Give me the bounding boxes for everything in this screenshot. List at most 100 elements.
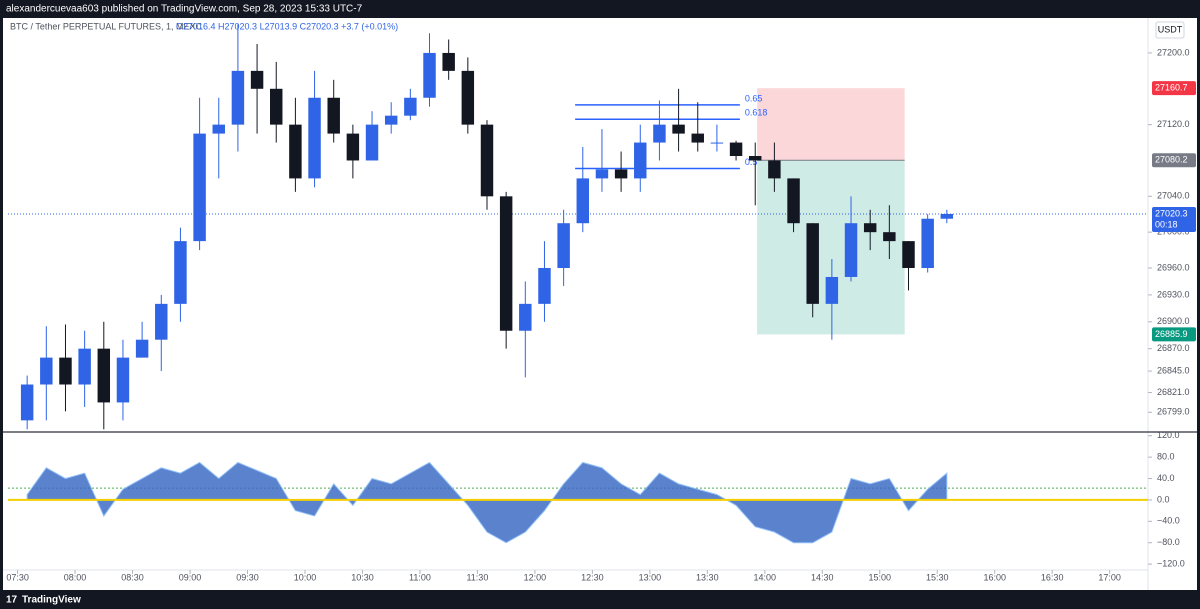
candle-body	[231, 70, 245, 125]
x-tick-label: 13:00	[639, 572, 662, 582]
candle-body	[116, 357, 130, 403]
ohlc-legend: O27016.4 H27020.3 L27013.9 C27020.3 +3.7…	[176, 21, 398, 31]
x-tick-label: 10:30	[351, 572, 374, 582]
x-tick-label: 13:30	[696, 572, 719, 582]
fib-label: 0.5	[745, 157, 758, 167]
x-tick-label: 08:00	[64, 572, 87, 582]
candle-body	[883, 232, 896, 242]
candle-body	[825, 276, 839, 304]
candle-body	[59, 357, 72, 385]
x-tick-label: 12:00	[524, 572, 547, 582]
target-zone[interactable]	[757, 160, 905, 335]
x-tick-label: 14:30	[811, 572, 834, 582]
candle-body	[308, 97, 321, 179]
candle-body	[404, 97, 417, 116]
chart-background	[3, 18, 1197, 590]
candle-body	[212, 124, 225, 134]
y-tick-label: 120.0	[1157, 430, 1180, 440]
candle-body	[461, 70, 475, 125]
candle-body	[729, 142, 743, 156]
candle-body	[768, 160, 781, 179]
y-tick-label: 26799.0	[1157, 407, 1190, 417]
candle-body	[97, 348, 111, 403]
candle-body	[749, 156, 762, 161]
y-tick-label: −120.0	[1157, 558, 1185, 568]
candle-body	[423, 52, 436, 98]
candle-body	[78, 348, 91, 385]
candle-body	[863, 223, 877, 233]
y-tick-label: 27200.0	[1157, 47, 1190, 57]
candle-body	[270, 88, 283, 125]
x-tick-label: 11:30	[466, 572, 488, 582]
currency: USDT	[1158, 24, 1183, 34]
candle-body	[365, 124, 379, 161]
currency-badge[interactable]	[1155, 21, 1185, 39]
candle-body	[499, 196, 513, 331]
candle-body	[289, 124, 302, 179]
y-tick-label: 26870.0	[1157, 343, 1190, 353]
candle-body	[20, 384, 34, 421]
price-badge	[1152, 153, 1196, 168]
candle-body	[538, 268, 551, 304]
price-badge-label: 27160.7	[1155, 83, 1188, 93]
candle-body	[787, 178, 800, 224]
candle-body	[557, 223, 570, 269]
candle-body	[710, 142, 724, 144]
x-tick-label: 17:00	[1098, 572, 1121, 582]
candle-body	[135, 339, 149, 358]
y-tick-label: 26900.0	[1157, 316, 1190, 326]
y-tick-label: 26821.0	[1157, 387, 1190, 397]
x-tick-label: 15:30	[926, 572, 949, 582]
price-badge-label: 27020.3	[1155, 208, 1188, 218]
price-badge	[1152, 81, 1196, 96]
candle-body	[672, 124, 685, 134]
y-tick-label: 26845.0	[1157, 365, 1190, 375]
candle-body	[634, 142, 647, 179]
candle-body	[327, 97, 340, 134]
y-tick-label: 80.0	[1157, 452, 1175, 462]
candle-body	[480, 124, 494, 197]
candle-body	[844, 223, 858, 277]
candle-body	[174, 241, 187, 304]
brand-logo: 17	[6, 595, 18, 606]
x-tick-label: 10:00	[294, 572, 317, 582]
stop-zone[interactable]	[757, 88, 905, 161]
candle-body	[384, 115, 398, 125]
y-tick-label: 27040.0	[1157, 191, 1190, 201]
fib-label: 0.65	[745, 93, 763, 103]
candle-body	[921, 218, 934, 269]
candle-body	[346, 133, 360, 161]
candle-body	[653, 124, 666, 143]
price-badge-label: 27080.2	[1155, 155, 1188, 165]
candle-body	[250, 70, 264, 89]
y-tick-label: −40.0	[1157, 516, 1180, 526]
x-tick-label: 08:30	[121, 572, 144, 582]
price-badge-label: 26885.9	[1155, 329, 1188, 339]
symbol: BTC / Tether PERPETUAL FUTURES, 1, MEXC	[10, 21, 203, 31]
candle-body	[576, 178, 590, 224]
oscillator-area	[26, 461, 948, 544]
y-tick-label: 40.0	[1157, 473, 1175, 483]
candle-body	[519, 303, 532, 331]
y-tick-label: 0.0	[1157, 494, 1170, 504]
candle-body	[806, 223, 819, 304]
y-tick-label: 26960.0	[1157, 262, 1190, 272]
x-tick-label: 12:30	[581, 572, 604, 582]
candle-body	[691, 133, 704, 143]
candle-body	[902, 241, 915, 269]
price-badge	[1152, 206, 1196, 232]
x-tick-label: 15:00	[868, 572, 891, 582]
x-tick-label: 14:00	[754, 572, 777, 582]
x-tick-label: 07:30	[6, 572, 29, 582]
candle-body	[442, 52, 455, 71]
x-tick-label: 09:30	[236, 572, 259, 582]
y-tick-label: −80.0	[1157, 537, 1180, 547]
countdown: 00:18	[1155, 219, 1178, 229]
x-tick-label: 16:30	[1041, 572, 1064, 582]
publisher: alexandercuevaa603 published on TradingV…	[6, 4, 363, 15]
candle-body	[595, 169, 609, 179]
x-tick-label: 16:00	[983, 572, 1006, 582]
candle-body	[940, 213, 954, 219]
price-badge	[1152, 327, 1196, 342]
